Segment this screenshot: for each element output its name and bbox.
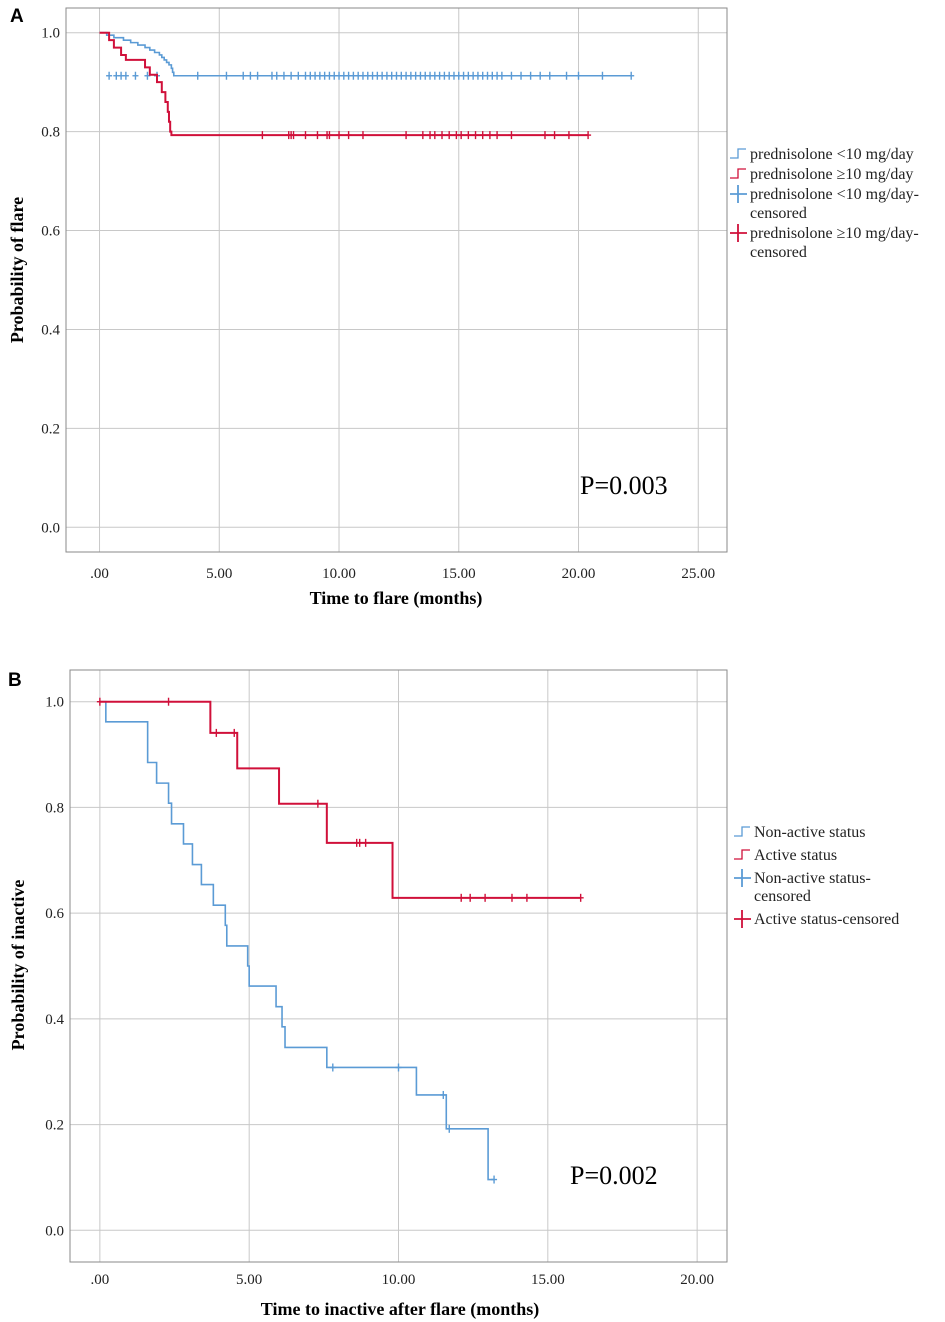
panel-b-plot-frame <box>69 669 728 1263</box>
panel-a-x-tick-label: 5.00 <box>206 566 232 582</box>
panel-b-label: B <box>8 670 22 691</box>
panel-a-x-ticks: .00 5.00 10.00 15.00 20.00 25.00 <box>90 566 715 582</box>
panel-b-y-tick-label: 0.8 <box>45 800 64 816</box>
panel-a: A 0.0 0.2 0.4 0.6 0.8 1.0 .00 5.00 10.00 15.00 20… <box>7 6 919 609</box>
panel-b-y-ticks: 0.0 0.2 0.4 0.6 0.8 1.0 <box>45 695 64 1240</box>
panel-a-y-tick-label: 0.8 <box>41 125 60 141</box>
panel-a-legend-label: prednisolone <10 mg/day- <box>750 186 919 203</box>
panel-a-x-tick-label: .00 <box>90 566 109 582</box>
panel-b-x-tick-label: .00 <box>90 1272 109 1288</box>
panel-a-series <box>99 31 635 140</box>
panel-b-legend-label-continued: censored <box>754 888 811 905</box>
panel-a-x-tick-label: 15.00 <box>442 566 476 582</box>
panel-a-legend-label: prednisolone <10 mg/day <box>750 146 914 163</box>
panel-b-legend-step-swatch <box>734 826 750 837</box>
panel-a-legend: prednisolone <10 mg/day prednisolone ≥10 … <box>730 146 919 261</box>
panel-a-legend-step-swatch <box>730 148 746 159</box>
panel-a-legend-label: prednisolone ≥10 mg/day- <box>750 225 919 242</box>
panel-b-legend: Non-active status Active status Non-active… <box>734 824 899 928</box>
panel-b-censor-marks-series-2 <box>96 697 584 902</box>
panel-b-y-tick-label: 1.0 <box>45 695 64 711</box>
panel-b: B 0.0 0.2 0.4 0.6 0.8 1.0 .00 5.00 10.00 15.00 20… <box>8 669 899 1320</box>
panel-a-y-tick-label: 1.0 <box>41 26 60 42</box>
panel-b-legend-label: Active status-censored <box>754 911 899 928</box>
panel-a-censor-marks-series-2 <box>259 131 592 140</box>
panel-b-p-value: P=0.002 <box>570 1161 658 1190</box>
panel-b-y-tick-label: 0.4 <box>45 1012 64 1028</box>
panel-a-legend-label-continued: censored <box>750 244 807 261</box>
panel-a-x-axis-title: Time to flare (months) <box>310 588 483 609</box>
panel-a-x-tick-label: 25.00 <box>681 566 715 582</box>
panel-b-y-tick-label: 0.6 <box>45 906 64 922</box>
panel-b-y-tick-label: 0.0 <box>45 1223 64 1239</box>
panel-a-label: A <box>10 6 24 27</box>
panel-a-km-curve-series-2 <box>99 31 589 137</box>
panel-a-y-axis-title: Probability of flare <box>7 197 27 343</box>
panel-a-censor-marks-series-1 <box>106 71 635 80</box>
panel-a-y-ticks: 0.0 0.2 0.4 0.6 0.8 1.0 <box>41 26 60 537</box>
panel-b-censor-marks-series-1 <box>329 1063 498 1184</box>
panel-a-x-tick-label: 20.00 <box>562 566 596 582</box>
panel-a-y-tick-label: 0.2 <box>41 421 60 437</box>
panel-b-y-tick-label: 0.2 <box>45 1118 64 1134</box>
panel-b-series <box>96 697 584 1184</box>
panel-a-km-curve-series-1 <box>99 31 632 77</box>
panel-a-p-value: P=0.003 <box>580 471 668 500</box>
panel-b-legend-step-swatch <box>734 849 750 860</box>
panel-a-legend-label-continued: censored <box>750 205 807 222</box>
panel-b-x-tick-label: 5.00 <box>236 1272 262 1288</box>
panel-a-y-tick-label: 0.0 <box>41 520 60 536</box>
panel-b-x-ticks: .00 5.00 10.00 15.00 20.00 <box>90 1272 714 1288</box>
panel-a-legend-step-swatch <box>730 168 746 179</box>
panel-a-x-tick-label: 10.00 <box>322 566 356 582</box>
panel-b-legend-label: Non-active status <box>754 824 866 841</box>
panel-a-y-tick-label: 0.6 <box>41 224 60 240</box>
panel-a-plot-frame <box>65 7 728 553</box>
panel-a-y-tick-label: 0.4 <box>41 322 60 338</box>
panel-b-km-curve-series-2 <box>99 700 581 899</box>
panel-b-gridlines <box>70 670 727 1262</box>
panel-b-x-tick-label: 15.00 <box>531 1272 565 1288</box>
panel-a-legend-label: prednisolone ≥10 mg/day <box>750 166 913 183</box>
panel-b-legend-label: Non-active status- <box>754 870 871 887</box>
panel-a-gridlines <box>66 8 727 552</box>
panel-b-x-tick-label: 20.00 <box>680 1272 714 1288</box>
panel-b-x-tick-label: 10.00 <box>382 1272 416 1288</box>
panel-b-legend-label: Active status <box>754 847 837 864</box>
panel-b-x-axis-title: Time to inactive after flare (months) <box>261 1299 539 1320</box>
panel-b-km-curve-series-1 <box>99 700 495 1181</box>
panel-b-y-axis-title: Probability of inactive <box>8 880 28 1051</box>
